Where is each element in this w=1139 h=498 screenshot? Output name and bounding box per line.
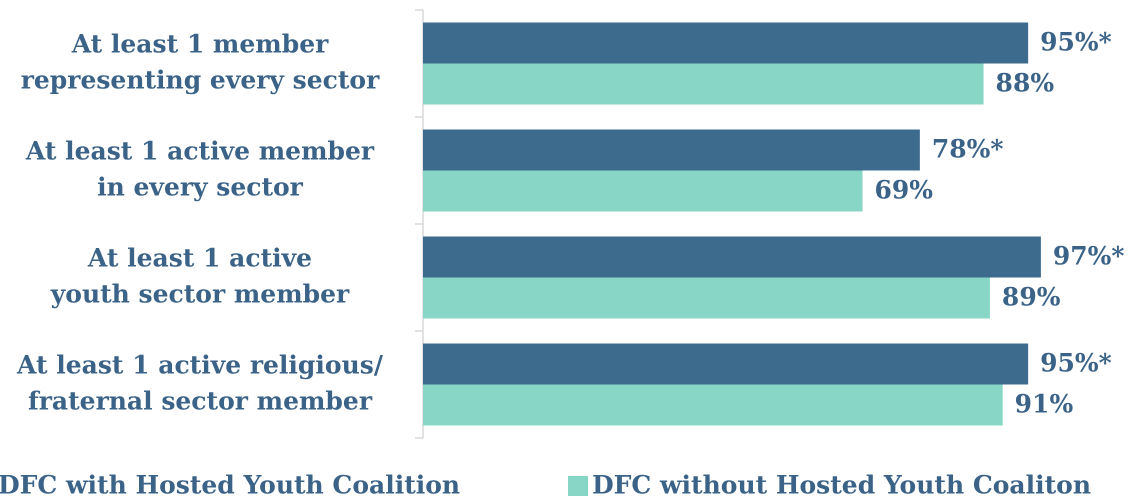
value-label: 88%: [996, 69, 1055, 98]
value-label: 78%*: [932, 135, 1004, 164]
legend-label: DFC with Hosted Youth Coalition: [0, 471, 460, 498]
category-label: At least 1 active youth sector member: [50, 243, 350, 308]
bar: [423, 22, 1029, 64]
bar: [423, 170, 863, 212]
bar: [423, 384, 1003, 426]
value-label: 95%*: [1040, 349, 1112, 378]
bar: [423, 277, 990, 319]
legend-swatch: [568, 476, 588, 496]
bar: [423, 129, 920, 171]
category-label: At least 1 active religious/fraternal se…: [16, 350, 384, 415]
bar: [423, 63, 984, 105]
legend-label: DFC without Hosted Youth Coaliton: [592, 471, 1091, 498]
category-label: At least 1 active member in every sector: [25, 136, 375, 201]
value-label: 97%*: [1053, 242, 1125, 271]
bar: [423, 343, 1029, 385]
category-label: At least 1 member representing every sect…: [21, 29, 380, 94]
value-label: 91%: [1015, 390, 1074, 419]
value-label: 69%: [875, 176, 934, 205]
value-label: 89%: [1002, 283, 1061, 312]
bar: [423, 236, 1041, 278]
value-label: 95%*: [1040, 28, 1112, 57]
